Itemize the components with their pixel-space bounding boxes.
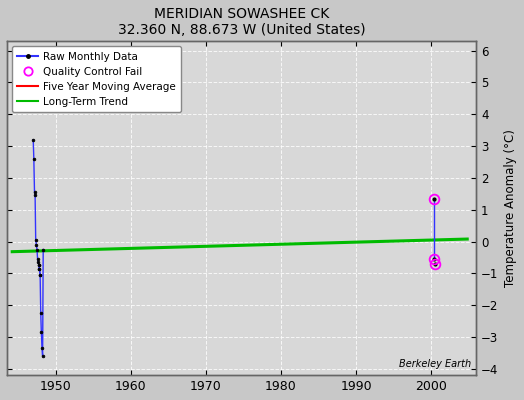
Legend: Raw Monthly Data, Quality Control Fail, Five Year Moving Average, Long-Term Tren: Raw Monthly Data, Quality Control Fail, … [12,46,181,112]
Y-axis label: Temperature Anomaly (°C): Temperature Anomaly (°C) [504,129,517,287]
Text: Berkeley Earth: Berkeley Earth [399,358,472,368]
Title: MERIDIAN SOWASHEE CK
32.360 N, 88.673 W (United States): MERIDIAN SOWASHEE CK 32.360 N, 88.673 W … [118,7,365,37]
